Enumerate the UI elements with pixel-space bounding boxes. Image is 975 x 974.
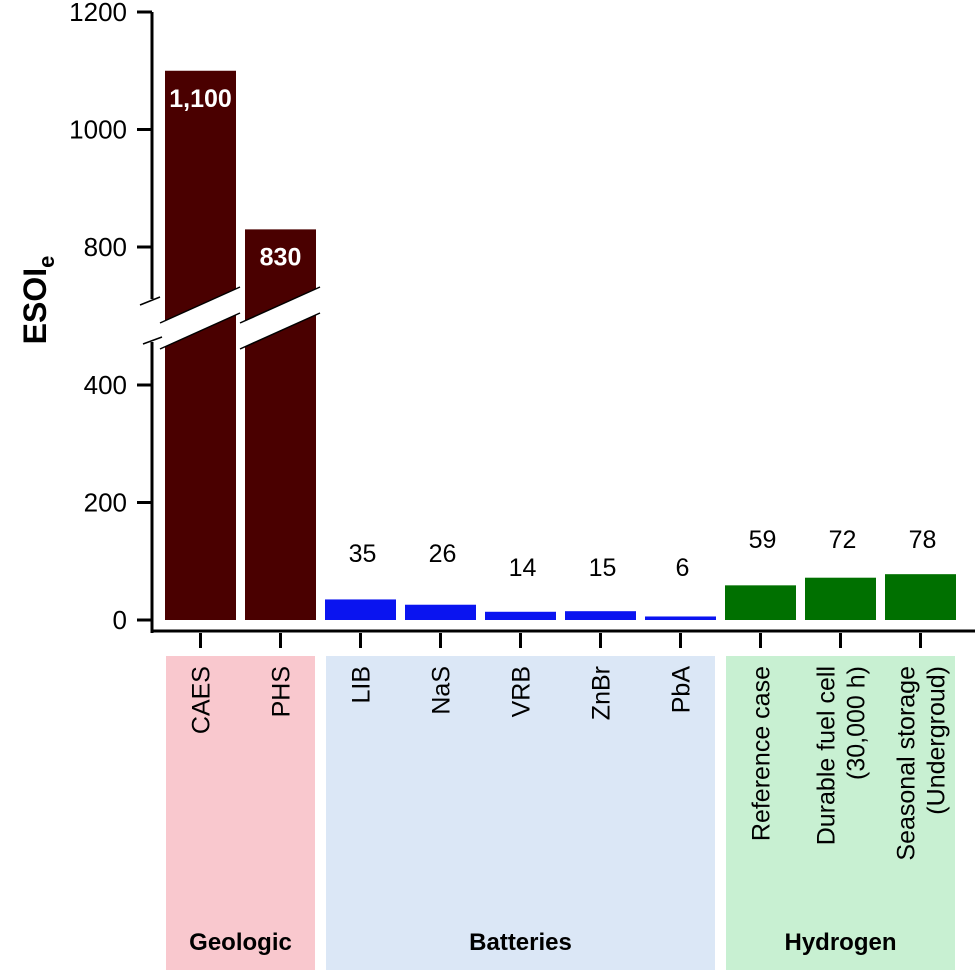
axis-break-line [159, 312, 241, 350]
bar-value-label: 59 [749, 526, 777, 554]
bar [245, 229, 316, 620]
bar-value-label: 830 [260, 243, 302, 271]
group-box-hydrogen [726, 656, 955, 970]
bar-value-label: 1,100 [169, 85, 232, 113]
group-label: Hydrogen [784, 929, 896, 956]
bar [645, 616, 716, 620]
bar-value-label: 14 [509, 554, 537, 582]
axis-break-line [239, 286, 321, 324]
bar [405, 604, 476, 620]
category-label: NaS [428, 666, 456, 715]
category-label: VRB [508, 666, 536, 717]
y-tick-label: 200 [84, 488, 127, 518]
bar [485, 611, 556, 620]
category-label: PbA [668, 666, 696, 714]
category-label: LIB [348, 666, 376, 704]
y-tick-label: 1200 [69, 0, 127, 27]
axis-break-line [239, 312, 321, 350]
bar-value-label: 6 [676, 554, 690, 582]
category-label: ZnBr [588, 666, 616, 720]
axis-break-line [159, 286, 241, 324]
category-label: Durable fuel cell [813, 666, 841, 845]
y-axis-label: ESOIe [17, 256, 59, 345]
bar-value-label: 78 [909, 526, 937, 554]
category-label: (Undergroud) [923, 666, 951, 815]
bar-value-label: 15 [589, 554, 617, 582]
bar-value-label: 72 [829, 526, 857, 554]
bar [565, 611, 636, 620]
bar-value-label: 35 [349, 540, 377, 568]
category-label: Seasonal storage [893, 666, 921, 861]
bar [725, 585, 796, 620]
bar [325, 599, 396, 620]
bar-value-label: 26 [429, 540, 457, 568]
axis-break-gap [240, 287, 320, 349]
y-axis-break-mark [142, 336, 163, 345]
category-label: PHS [268, 666, 296, 717]
category-label: Reference case [748, 666, 776, 841]
bar [805, 577, 876, 620]
bar [885, 574, 956, 620]
y-axis-break-mark [139, 296, 161, 306]
y-tick-label: 1000 [69, 115, 127, 145]
y-tick-label: 400 [84, 370, 127, 400]
bar [165, 70, 236, 620]
category-label: (30,000 h) [843, 666, 871, 780]
y-tick-label: 0 [113, 605, 127, 635]
group-label: Batteries [469, 929, 572, 956]
axis-break-gap [160, 287, 240, 349]
group-box-geologic [166, 656, 315, 970]
group-box-batteries [326, 656, 715, 970]
group-label: Geologic [189, 929, 292, 956]
category-label: CAES [188, 666, 216, 734]
y-tick-label: 800 [84, 232, 127, 262]
